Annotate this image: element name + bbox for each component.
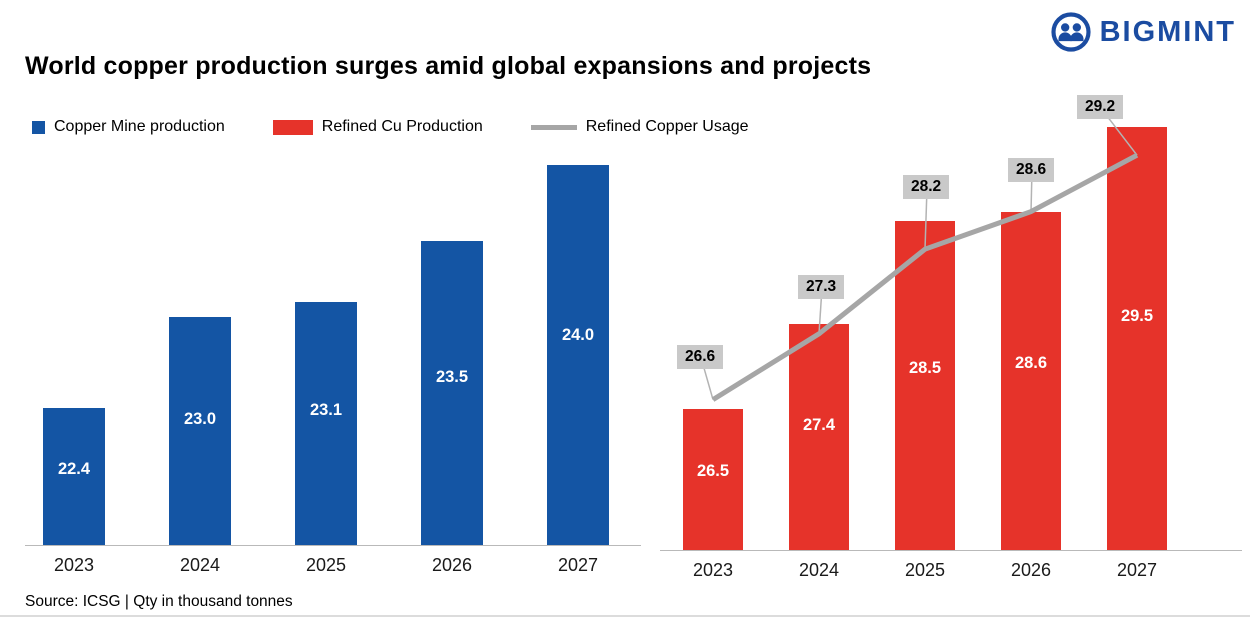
x-axis-label: 2024 — [179, 555, 221, 575]
x-axis-label: 2026 — [431, 555, 473, 575]
brand-logo: BIGMINT — [1050, 12, 1236, 52]
bar-2023 — [683, 409, 743, 550]
bar-value-label: 28.5 — [908, 359, 942, 378]
refined-copper-chart: 26.5 2023 27.4 2024 28.5 2025 28.6 2026 29.5 2027… — [660, 95, 1242, 600]
bar-value-label: 23.5 — [435, 367, 469, 386]
bar-2023 — [43, 408, 105, 545]
bar-value-label: 29.5 — [1120, 307, 1154, 326]
chart-legend: Copper Mine production Refined Cu Produc… — [32, 118, 749, 136]
x-axis-label: 2027 — [557, 555, 599, 575]
legend-label: Refined Cu Production — [321, 118, 483, 135]
bar-value-label: 23.1 — [309, 401, 343, 420]
line-value-label: 29.2 — [1077, 95, 1124, 120]
x-axis-label: 2024 — [798, 560, 840, 580]
line-value-label: 26.6 — [677, 344, 724, 369]
legend-label: Copper Mine production — [54, 118, 225, 135]
x-axis — [660, 550, 1242, 551]
x-axis-label: 2023 — [692, 560, 734, 580]
page-title: World copper production surges amid glob… — [25, 52, 872, 80]
bar-value-label: 28.6 — [1014, 353, 1048, 372]
legend-swatch-refined-cu — [272, 119, 313, 135]
bar-2024 — [789, 324, 849, 550]
x-axis-label: 2027 — [1116, 560, 1158, 580]
line-value-label: 28.2 — [903, 175, 950, 200]
x-axis — [25, 545, 641, 546]
x-axis-label: 2025 — [904, 560, 946, 580]
bar-value-label: 23.0 — [183, 409, 217, 428]
x-axis-label: 2023 — [53, 555, 95, 575]
line-value-label: 27.3 — [798, 274, 845, 299]
legend-swatch-usage-line — [530, 124, 577, 130]
bar-2026 — [1001, 211, 1061, 550]
bar-2026 — [421, 241, 483, 545]
bar-2027 — [547, 165, 609, 545]
x-axis-label: 2026 — [1010, 560, 1052, 580]
legend-label: Refined Copper Usage — [585, 118, 749, 135]
legend-item-copper-mine-production: Copper Mine production — [32, 118, 225, 136]
legend-item-refined-cu-production: Refined Cu Production — [272, 118, 483, 136]
bar-value-label: 27.4 — [802, 415, 836, 434]
source-note: Source: ICSG | Qty in thousand tonnes — [25, 593, 293, 610]
bar-value-label: 24.0 — [561, 326, 595, 344]
bar-2025 — [895, 221, 955, 550]
bigmint-logo-icon — [1050, 12, 1091, 52]
line-value-label: 28.6 — [1008, 157, 1055, 182]
bar-2025 — [295, 301, 357, 545]
bar-value-label: 26.5 — [696, 462, 730, 481]
copper-mine-production-chart: 22.4 2023 23.0 2024 23.1 2025 23.5 2026 24.0 2027 — [25, 150, 641, 595]
brand-logo-text: BIGMINT — [1099, 15, 1236, 48]
x-axis-label: 2025 — [305, 555, 347, 575]
legend-item-refined-copper-usage: Refined Copper Usage — [530, 118, 749, 136]
bar-2024 — [169, 317, 231, 545]
bar-value-label: 22.4 — [57, 459, 91, 478]
bar-2027 — [1107, 127, 1167, 550]
legend-swatch-copper-mine — [32, 120, 45, 134]
